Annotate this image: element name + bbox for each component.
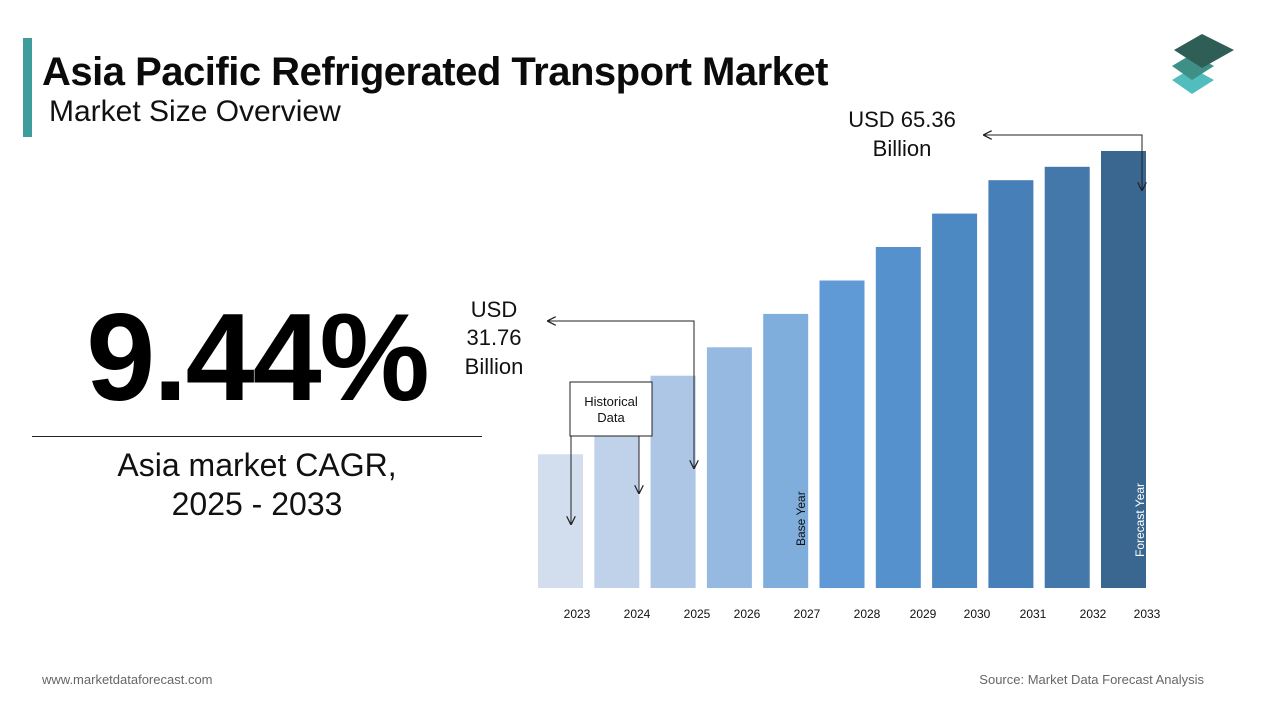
source-note: Source: Market Data Forecast Analysis [979, 672, 1204, 687]
bar-2028 [819, 280, 865, 588]
x-tick-label: 2031 [1020, 607, 1047, 621]
bars-layer [538, 151, 1146, 589]
x-tick-label: 2027 [794, 607, 821, 621]
start-value-label-line-2: 31.76 [466, 325, 521, 350]
bar-2026 [706, 347, 752, 588]
bar-2030 [932, 213, 978, 588]
historical-data-box [569, 381, 653, 437]
page-title: Asia Pacific Refrigerated Transport Mark… [42, 50, 828, 94]
x-tick-label: 2025 [684, 607, 711, 621]
forecast-year-label: Forecast Year [1133, 483, 1147, 557]
cagr-value: 9.44% [86, 289, 430, 427]
cagr-label-line-2: 2025 - 2033 [171, 486, 343, 522]
bar-2027 [763, 313, 809, 588]
x-tick-label: 2023 [564, 607, 591, 621]
layers-logo-icon [1172, 34, 1234, 94]
title-accent-bar [23, 38, 32, 137]
start-value-label-line-1: USD [471, 297, 517, 322]
x-tick-labels: 2023 2024 2025 2026 2027 2028 2029 2030 2031 2032… [564, 607, 1161, 621]
x-tick-label: 2030 [964, 607, 991, 621]
x-tick-label: 2033 [1134, 607, 1161, 621]
cagr-label-line-1: Asia market CAGR, [117, 447, 397, 483]
base-year-label: Base Year [794, 491, 808, 546]
start-value-label-line-3: Billion [465, 354, 524, 379]
bar-2029 [875, 247, 921, 588]
page-subtitle: Market Size Overview [49, 95, 341, 128]
historical-data-label-line-1: Historical [584, 394, 638, 409]
bar-2033 [1101, 151, 1146, 588]
website-link[interactable]: www.marketdataforecast.com [42, 672, 213, 687]
end-value-label-line-1: USD 65.36 [848, 107, 956, 132]
logo-layer-top [1174, 34, 1234, 68]
bar-2024 [594, 420, 640, 588]
x-tick-label: 2024 [624, 607, 651, 621]
x-tick-label: 2032 [1080, 607, 1107, 621]
bar-2032 [1044, 166, 1090, 589]
start-value-arrow [548, 321, 694, 468]
bar-2023 [538, 454, 583, 588]
x-tick-label: 2026 [734, 607, 761, 621]
x-tick-label: 2028 [854, 607, 881, 621]
bar-2031 [988, 180, 1034, 588]
end-value-label-line-2: Billion [873, 136, 932, 161]
divider-line [32, 436, 482, 437]
x-tick-label: 2029 [910, 607, 937, 621]
end-value-arrow [984, 135, 1142, 190]
historical-data-label-line-2: Data [597, 410, 625, 425]
cagr-label: Asia market CAGR, 2025 - 2033 [32, 446, 482, 524]
bar-2025 [650, 375, 696, 588]
logo-layer-bottom [1172, 68, 1214, 94]
